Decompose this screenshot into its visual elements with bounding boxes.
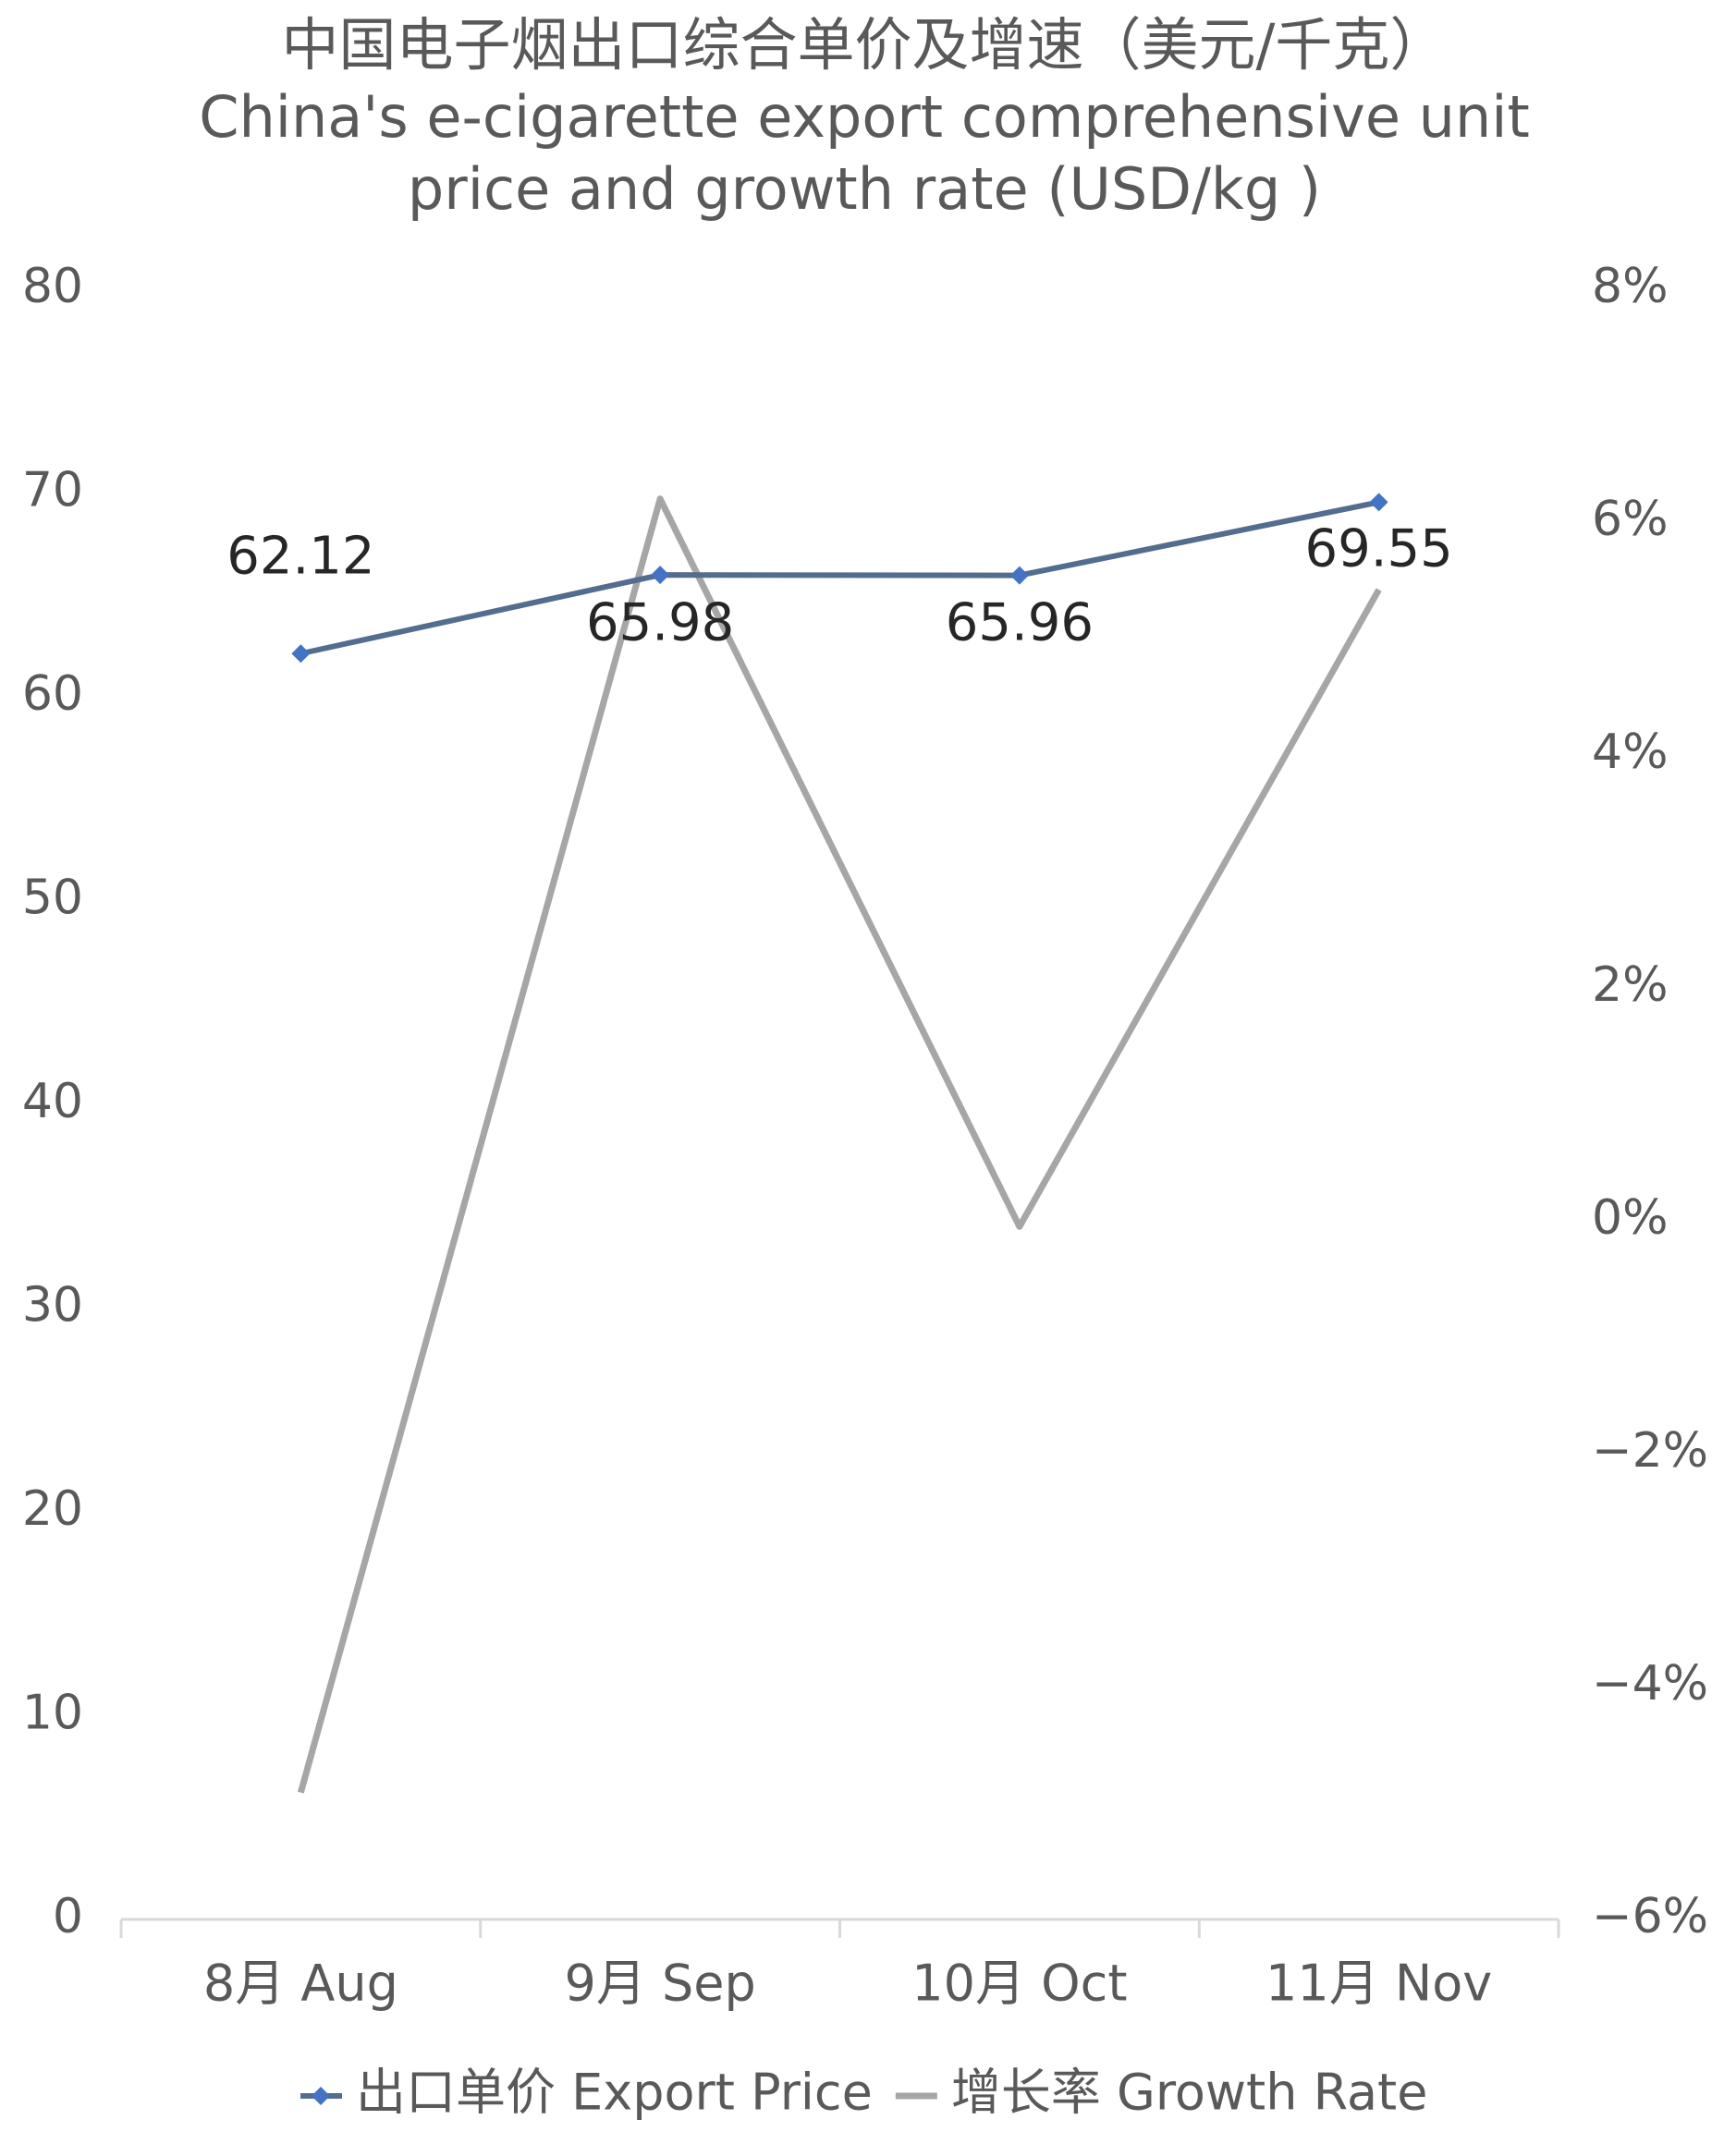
data-label: 69.55	[1304, 519, 1452, 579]
y-tick-label: 80	[22, 259, 83, 314]
y-tick-label: 30	[22, 1278, 83, 1334]
y2-tick-label: −4%	[1592, 1656, 1708, 1711]
x-tick-label: 8月 Aug	[203, 1955, 398, 2013]
marker	[1369, 493, 1388, 512]
x-tick-label: 11月 Nov	[1265, 1955, 1492, 2013]
marker	[651, 566, 670, 585]
y-tick-label: 0	[53, 1889, 83, 1944]
data-label: 62.12	[226, 526, 374, 586]
y-tick-label: 20	[22, 1481, 83, 1537]
y-tick-label: 10	[22, 1686, 83, 1741]
y2-tick-label: 8%	[1592, 259, 1669, 314]
y-tick-label: 40	[22, 1074, 83, 1129]
legend-label: 出口单价 Export Price	[356, 2064, 873, 2122]
chart-title: 中国电子烟出口综合单价及增速（美元/千克）	[281, 11, 1448, 79]
x-tick-label: 10月 Oct	[911, 1955, 1127, 2013]
legend-marker	[312, 2087, 330, 2105]
marker	[1009, 566, 1029, 585]
chart-subtitle: China's e-cigarette export comprehensive…	[199, 83, 1530, 223]
y2-tick-label: 4%	[1592, 725, 1669, 780]
data-label: 65.98	[586, 592, 734, 652]
y-tick-label: 70	[22, 463, 83, 518]
y2-tick-label: −6%	[1592, 1889, 1708, 1944]
titles: 中国电子烟出口综合单价及增速（美元/千克） China's e-cigarett…	[139, 9, 1590, 225]
y-tick-label: 50	[22, 871, 83, 926]
y2-tick-label: 2%	[1592, 957, 1669, 1013]
data-label: 65.96	[946, 593, 1094, 653]
y2-tick-label: −2%	[1592, 1423, 1708, 1479]
y2-tick-label: 0%	[1592, 1190, 1669, 1246]
series-line	[300, 499, 1380, 657]
marker	[291, 644, 311, 664]
x-tick-label: 9月 Sep	[564, 1955, 755, 2013]
legend-label: 增长率 Growth Rate	[951, 2064, 1428, 2122]
series-line	[298, 495, 1382, 1794]
y-tick-label: 60	[22, 666, 83, 722]
y2-tick-label: 6%	[1592, 492, 1669, 547]
